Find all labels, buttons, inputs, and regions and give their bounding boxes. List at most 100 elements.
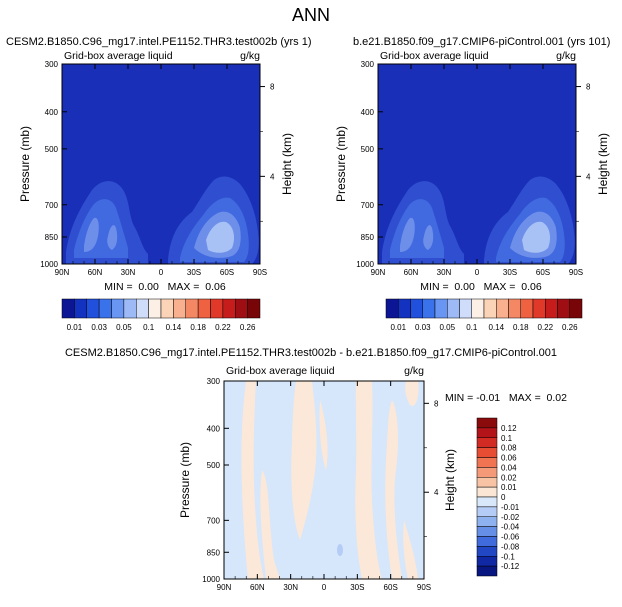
colorbar-label: 0.22	[215, 323, 231, 332]
x-tick-label: 30S	[187, 268, 201, 277]
colorbar-label: 0.05	[439, 323, 455, 332]
y-tick-label: 850	[361, 233, 375, 242]
colorbar-swatch	[476, 496, 498, 508]
colorbar-swatch	[136, 298, 149, 319]
colorbar-swatch	[476, 467, 498, 478]
y-tick-label: 500	[361, 145, 375, 154]
y-right-tick-label: 8	[434, 399, 439, 408]
min-max-stats: MIN = -0.01 MAX = 0.02	[445, 392, 567, 404]
y-tick-label: 300	[207, 377, 221, 386]
contour-field	[224, 381, 424, 579]
colorbar-swatch	[173, 298, 186, 319]
y-right-tick-label: 4	[434, 488, 439, 497]
colorbar-swatch	[532, 298, 546, 319]
colorbar-label: 0.1	[501, 434, 513, 443]
colorbar-label: 0.05	[116, 323, 132, 332]
y-tick-label: 400	[45, 108, 59, 117]
colorbar-label: 0.22	[537, 323, 553, 332]
colorbar-swatch	[557, 298, 570, 319]
panel-top-right: b.e21.B1850.f09_g17.CMIP6-piControl.001 …	[334, 36, 610, 293]
x-tick-label: 60N	[404, 268, 419, 277]
colorbar-swatch	[74, 298, 87, 319]
colorbar-label: 0	[501, 493, 506, 502]
colorbar-label: 0.03	[415, 323, 431, 332]
colorbar-swatch	[476, 516, 498, 527]
colorbar-swatch	[247, 298, 261, 319]
y-tick-label: 400	[207, 424, 221, 433]
colorbar-label: 0.14	[166, 323, 182, 332]
colorbar-label: 0.12	[501, 424, 517, 433]
y-right-tick-label: 4	[586, 172, 591, 181]
panel-subtitle-right: g/kg	[404, 365, 424, 377]
colorbar-label: -0.08	[501, 542, 520, 551]
panel-subtitle-right: g/kg	[240, 50, 260, 62]
x-tick-label: 90N	[371, 268, 386, 277]
x-tick-label: 30N	[121, 268, 136, 277]
colorbar-swatch	[235, 298, 248, 319]
x-tick-label: 0	[322, 583, 327, 592]
colorbar-label: -0.04	[501, 523, 520, 532]
contour-field	[62, 64, 260, 264]
y-tick-label: 300	[45, 60, 59, 69]
colorbar-swatch	[476, 417, 498, 429]
colorbar-swatch	[476, 457, 498, 468]
x-tick-label: 60S	[384, 583, 398, 592]
colorbar-label: -0.1	[501, 552, 515, 561]
colorbar-swatch	[61, 298, 75, 319]
min-max-stats: MIN = 0.00 MAX = 0.06	[420, 281, 542, 293]
colorbar-swatch	[447, 298, 460, 319]
colorbar-label: 0.01	[67, 323, 83, 332]
colorbar-label: 0.04	[501, 463, 517, 472]
x-tick-label: 90N	[217, 583, 232, 592]
colorbar-swatch	[476, 447, 498, 458]
panel-title: b.e21.B1850.f09_g17.CMIP6-piControl.001 …	[353, 36, 610, 48]
colorbar-swatch	[459, 298, 472, 319]
y-tick-label: 700	[45, 201, 59, 210]
axes: 90N 60N 30N 0 30S 60S 90S 300 400 500 700 850 1000 8 4	[40, 60, 275, 277]
panel-subtitle-left: Grid-box average liquid	[380, 50, 489, 62]
colorbar-swatch	[410, 298, 423, 319]
y-tick-label: 300	[361, 60, 375, 69]
axes: 90N 60N 30N 0 30S 60S 90S 300 400 500 700 850 1000 8 4	[356, 60, 591, 277]
colorbar-swatch	[545, 298, 558, 319]
colorbar-swatch	[476, 546, 498, 557]
colorbar-label: 0.18	[190, 323, 206, 332]
colorbar-swatch	[476, 536, 498, 547]
x-tick-label: 90N	[55, 268, 70, 277]
panel-subtitle-left: Grid-box average liquid	[226, 365, 335, 377]
panel-title: CESM2.B1850.C96_mg17.intel.PE1152.THR3.t…	[6, 36, 312, 48]
colorbar-swatch	[471, 298, 485, 319]
colorbar-swatch	[398, 298, 411, 319]
colorbar-label: 0.02	[501, 473, 517, 482]
y-tick-label: 1000	[356, 260, 374, 269]
y-axis-right-label: Height (km)	[443, 449, 457, 511]
colorbar-label: 0.08	[501, 444, 517, 453]
colorbar-swatch	[496, 298, 509, 319]
panel-difference: CESM2.B1850.C96_mg17.intel.PE1152.THR3.t…	[65, 347, 567, 592]
colorbar-swatch	[111, 298, 125, 319]
colorbar-swatch	[476, 556, 498, 567]
y-axis-right-label: Height (km)	[280, 133, 294, 195]
colorbar-swatch	[422, 298, 436, 319]
panel-subtitle-right: g/kg	[556, 50, 576, 62]
colorbar-swatch	[86, 298, 100, 319]
colorbar-swatch	[222, 298, 236, 319]
y-tick-label: 700	[361, 201, 375, 210]
colorbar-label: 0.01	[501, 483, 517, 492]
x-tick-label: 90S	[569, 268, 583, 277]
colorbar-label: -0.01	[501, 503, 520, 512]
y-tick-label: 700	[207, 516, 221, 525]
colorbar-right: 0.01 0.03 0.05 0.1 0.14 0.18 0.22 0.26	[385, 298, 583, 332]
y-tick-label: 500	[45, 145, 59, 154]
x-tick-label: 30N	[283, 583, 298, 592]
colorbar-label: 0.03	[91, 323, 107, 332]
y-right-tick-label: 8	[586, 83, 591, 92]
y-tick-label: 500	[207, 461, 221, 470]
y-axis-label: Pressure (mb)	[334, 126, 348, 202]
colorbar-swatch	[569, 298, 583, 319]
colorbar-swatch	[98, 298, 112, 319]
y-tick-label: 850	[207, 548, 221, 557]
page-title: ANN	[292, 5, 330, 25]
colorbar-label: 0.06	[501, 454, 517, 463]
